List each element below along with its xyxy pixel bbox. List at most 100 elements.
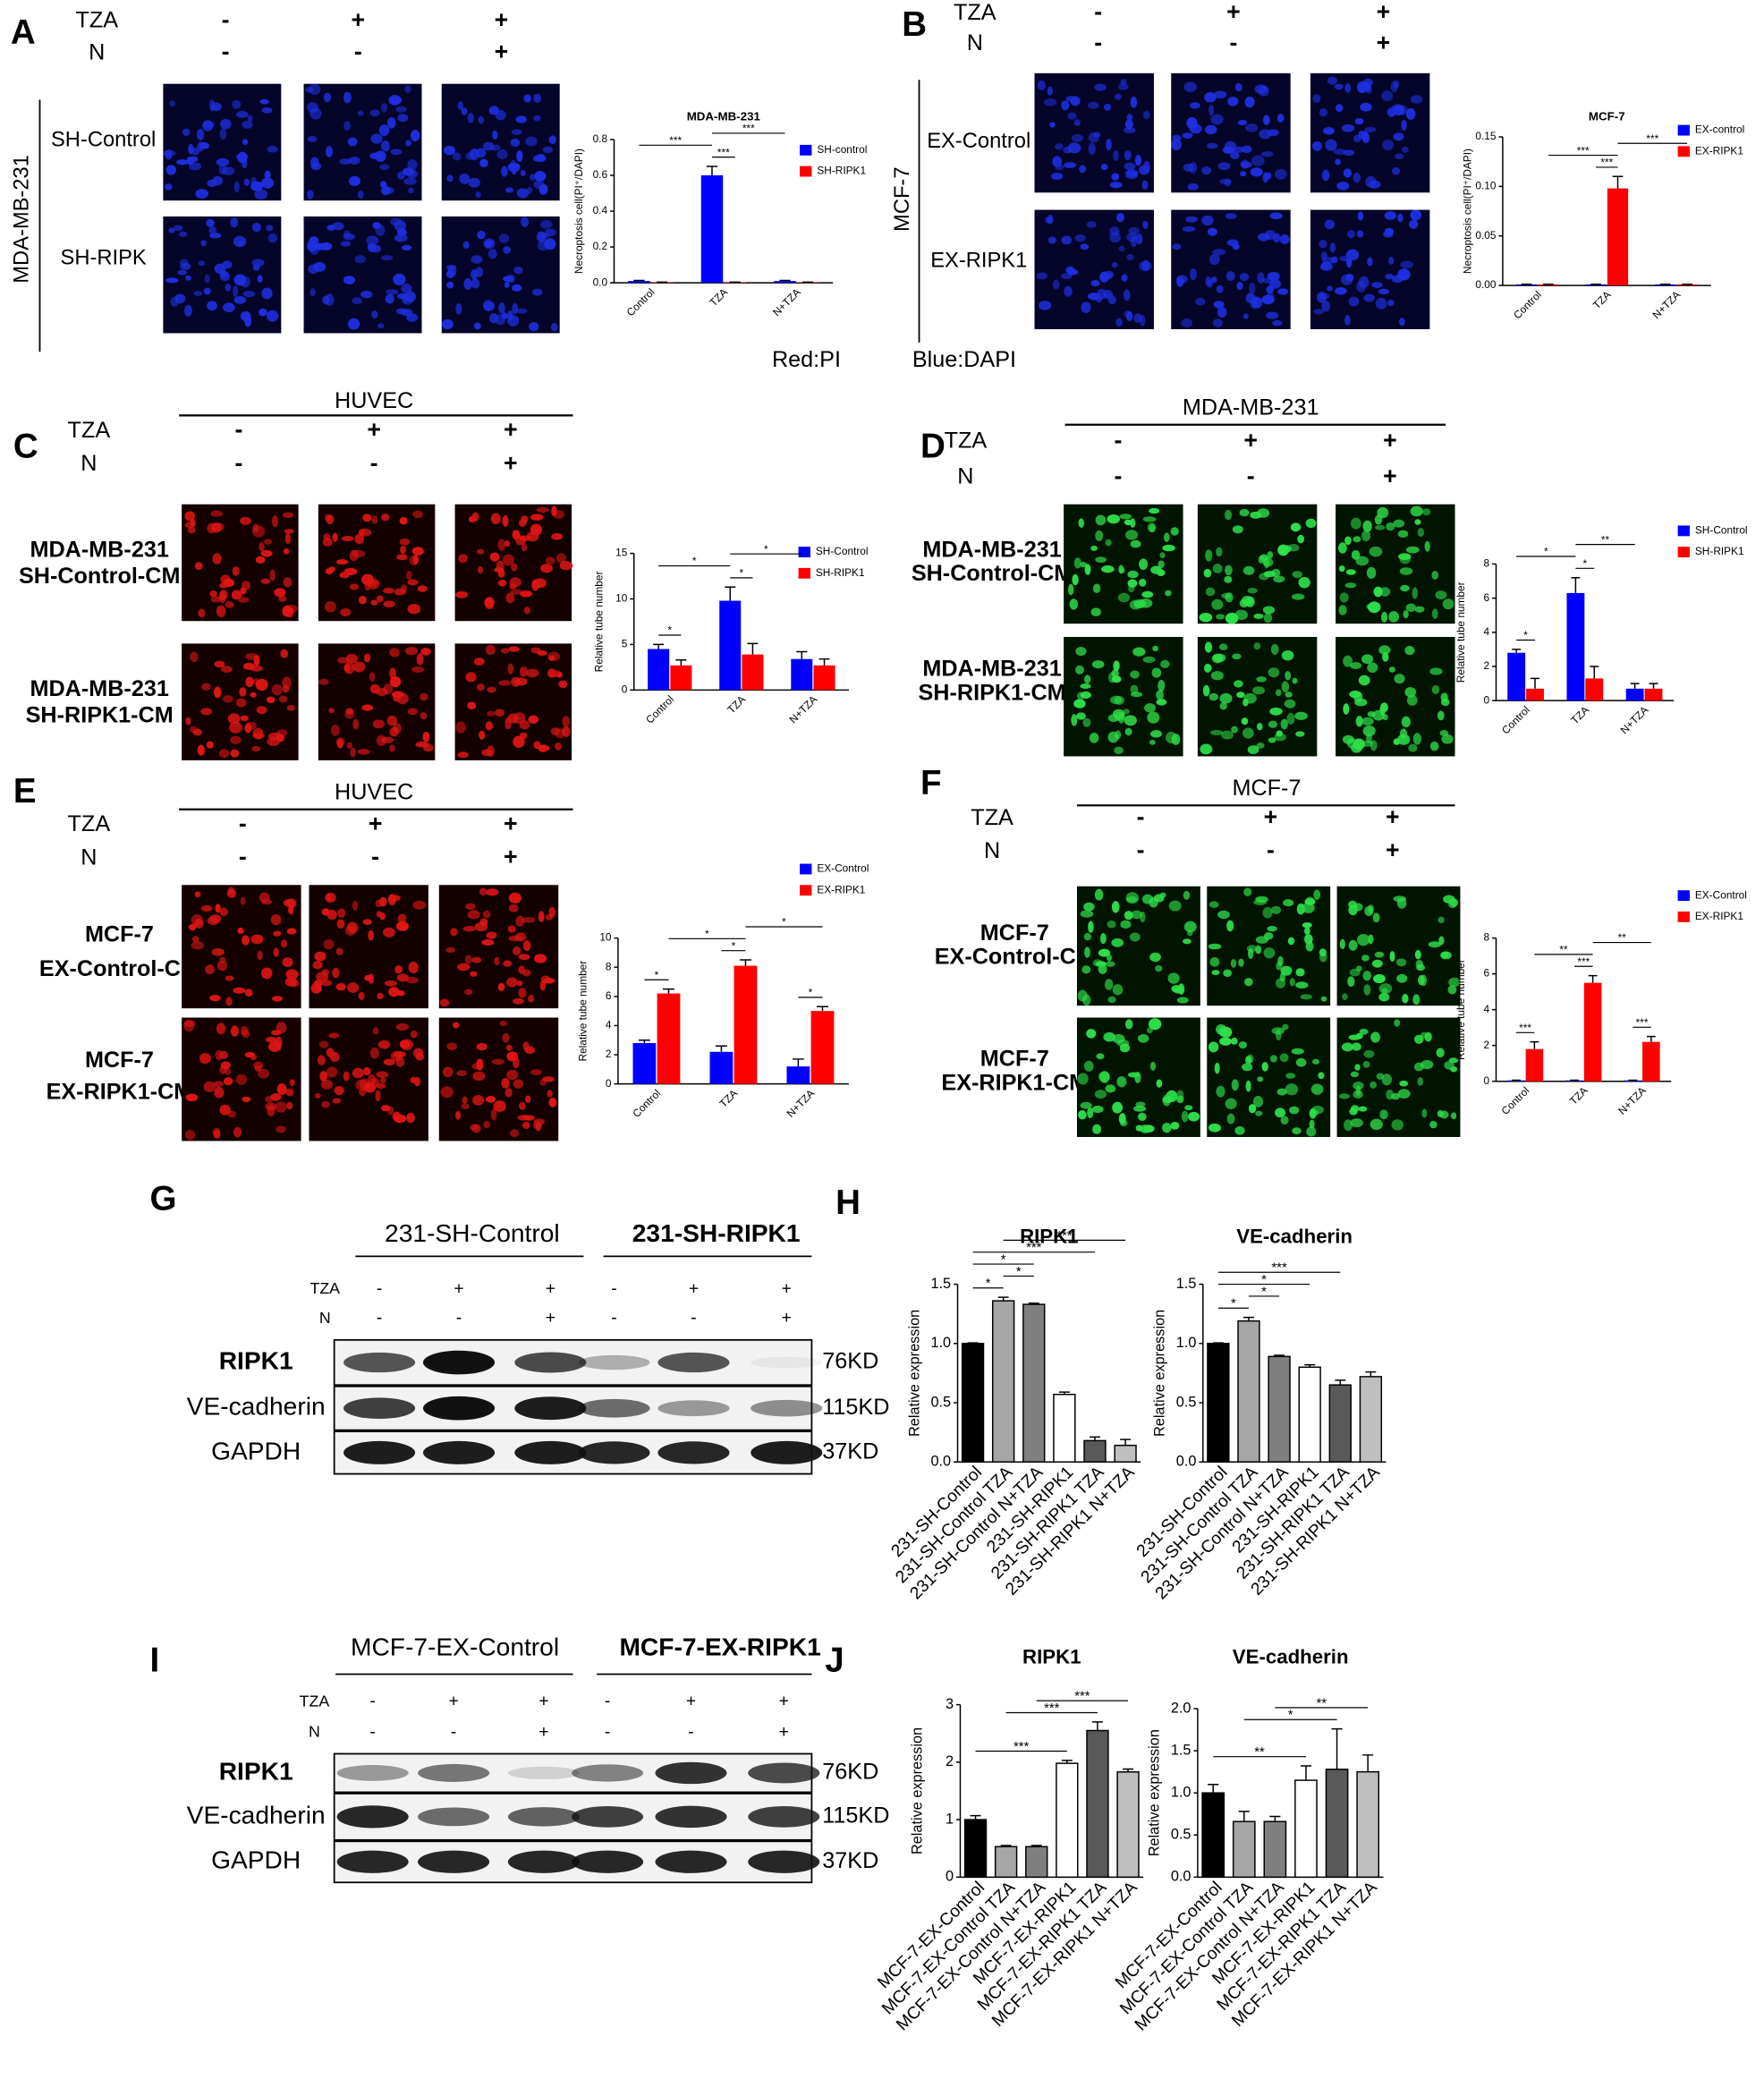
- cell: [502, 1032, 510, 1043]
- cell: [1217, 306, 1227, 318]
- x-tick-label: TZA: [725, 693, 748, 717]
- cell: [1355, 716, 1363, 727]
- cell: [1211, 598, 1224, 610]
- cell: [1103, 103, 1112, 111]
- cell: [1129, 932, 1141, 942]
- cell: [470, 971, 478, 977]
- cell: [1183, 890, 1191, 900]
- cell: [1375, 298, 1387, 310]
- row-label: SH-RIPK1-CM: [26, 703, 174, 728]
- cell: [1127, 570, 1139, 579]
- bar: [994, 1846, 1018, 1879]
- cell: [465, 903, 476, 910]
- bar: [1356, 1770, 1380, 1879]
- cell: [440, 1086, 454, 1099]
- cell: [1203, 663, 1212, 673]
- y-tick-label: 0.0: [1171, 1869, 1192, 1885]
- cell: [1368, 904, 1374, 914]
- blot-band: [655, 1805, 727, 1829]
- y-tick-label: 6: [606, 989, 612, 1002]
- cell: [1242, 145, 1252, 154]
- cell: [1124, 715, 1137, 726]
- cell: [1356, 230, 1364, 238]
- cell: [406, 570, 412, 581]
- cell: [485, 1095, 496, 1103]
- cell: [1236, 692, 1245, 699]
- protein-label: RIPK1: [219, 1756, 293, 1785]
- cell: [1306, 1126, 1317, 1137]
- cell: [1149, 507, 1160, 514]
- cell: [1276, 1088, 1287, 1096]
- bar: [670, 665, 692, 691]
- cell: [1225, 1098, 1237, 1109]
- cell: [1429, 741, 1439, 751]
- cell: [1071, 714, 1078, 726]
- cell: [533, 954, 547, 963]
- cell: [1250, 511, 1262, 519]
- cell: [320, 980, 332, 987]
- y-tick-label: 0.0: [930, 1454, 951, 1470]
- cell: [489, 144, 501, 151]
- chart-title: RIPK1: [1022, 1646, 1081, 1668]
- cell: [1353, 172, 1361, 183]
- cell: [1141, 590, 1154, 598]
- cell: [483, 301, 496, 311]
- y-tick-label: 0.6: [593, 168, 608, 181]
- cell: [1107, 513, 1121, 524]
- cell: [1359, 1028, 1369, 1035]
- cell: [1318, 1072, 1325, 1080]
- cell: [1225, 213, 1237, 219]
- cell: [1112, 1034, 1125, 1044]
- chart-title: MCF-7: [1589, 109, 1625, 123]
- error-bar: [675, 658, 687, 666]
- blot-band: [748, 1850, 820, 1873]
- cell: [340, 607, 351, 617]
- cell: [212, 1127, 221, 1137]
- error-bar: [792, 1058, 804, 1067]
- cell: [259, 98, 269, 105]
- cell: [1216, 1085, 1225, 1098]
- cell: [1440, 698, 1450, 707]
- cell: [1176, 997, 1189, 1004]
- cell: [1412, 587, 1419, 599]
- cell: [1088, 142, 1096, 155]
- cell: [1365, 175, 1377, 188]
- cell: [1424, 540, 1430, 552]
- cell: [219, 271, 231, 282]
- cell: [1142, 516, 1157, 522]
- cell: [214, 660, 225, 668]
- bar: [1583, 982, 1602, 1082]
- cell: [1187, 1111, 1200, 1122]
- cell: [1170, 1121, 1180, 1130]
- cell: [1255, 945, 1262, 955]
- cell: [412, 1048, 424, 1058]
- cell: [411, 547, 424, 556]
- blot-band: [572, 1806, 644, 1828]
- cell: [1111, 262, 1118, 268]
- blot-band: [422, 1396, 496, 1421]
- y-tick-label: 15: [615, 547, 628, 559]
- cell: [465, 151, 476, 160]
- cell: [1395, 153, 1404, 159]
- cell: [412, 554, 420, 564]
- y-tick-label: 0.0: [593, 276, 608, 288]
- cell: [1429, 1120, 1437, 1129]
- cell: [325, 293, 335, 306]
- cell: [239, 687, 247, 697]
- cell: [497, 579, 507, 587]
- error-bar: [818, 658, 830, 666]
- cell: [488, 249, 497, 259]
- cell: [327, 909, 337, 921]
- cell: [1395, 958, 1407, 967]
- cell: [191, 941, 205, 950]
- cell: [284, 528, 294, 534]
- cell: [240, 715, 249, 722]
- cell: [1160, 659, 1170, 668]
- cell: [457, 963, 471, 972]
- cell: [307, 102, 318, 113]
- significance-label: *: [705, 928, 709, 940]
- cell: [200, 904, 213, 912]
- bar: [963, 1819, 988, 1879]
- x-tick-label: N+TZA: [784, 1087, 818, 1120]
- cell: [471, 956, 482, 963]
